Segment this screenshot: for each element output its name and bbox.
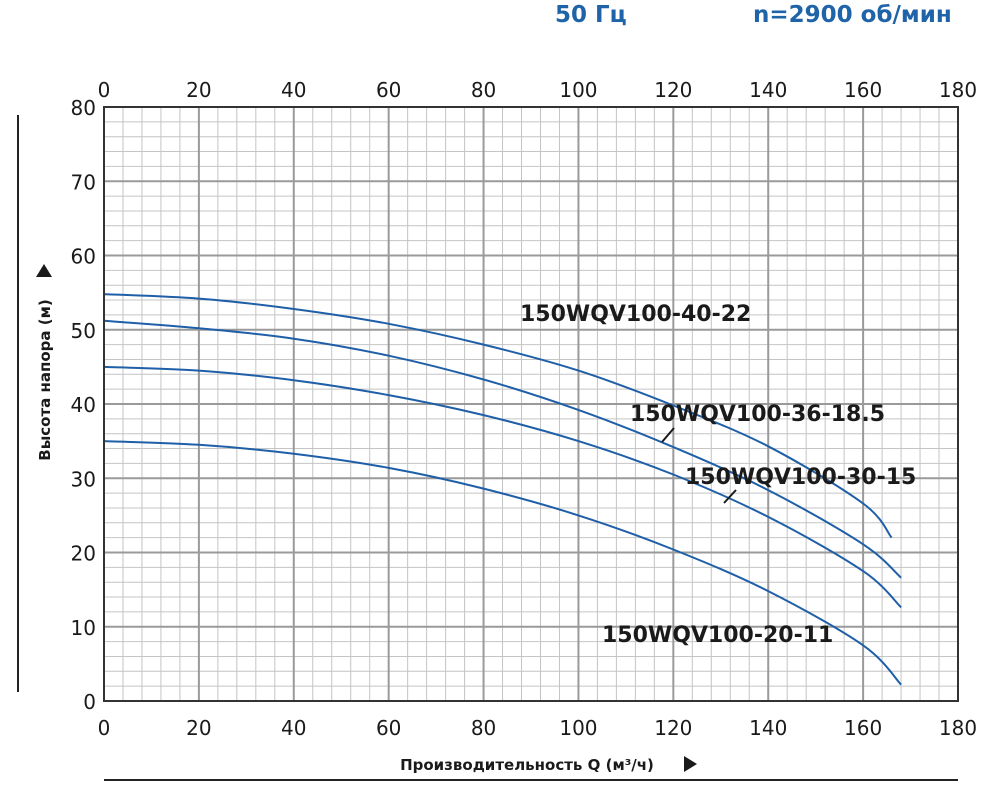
- curve-150wqv100-40-22: [103, 293, 893, 539]
- curve-label: 150WQV100-36-18.5: [630, 402, 885, 427]
- y-tick-label: 10: [71, 616, 96, 640]
- y-tick-label: 0: [83, 690, 96, 714]
- x-tick-label-top: 20: [186, 78, 211, 102]
- y-axis-title: Высота напора (м): [36, 299, 54, 460]
- x-tick-label-top: 0: [98, 78, 111, 102]
- labels: 0020204040606080801001001201201401401601…: [36, 78, 977, 774]
- curve-label-leader: [661, 427, 675, 443]
- arrow-up-icon: [36, 264, 52, 277]
- arrow-right-icon: [684, 756, 697, 772]
- x-tick-label: 40: [281, 716, 306, 740]
- x-tick-label: 20: [186, 716, 211, 740]
- y-tick-label: 40: [71, 393, 96, 417]
- x-tick-label-top: 160: [844, 78, 882, 102]
- x-tick-label: 180: [939, 716, 977, 740]
- curve-label-leader: [723, 489, 737, 504]
- curve-label: 150WQV100-40-22: [520, 302, 751, 327]
- y-tick-label: 60: [71, 245, 96, 269]
- curve-label: 150WQV100-30-15: [685, 465, 916, 490]
- x-tick-label: 60: [376, 716, 401, 740]
- x-tick-label: 100: [559, 716, 597, 740]
- x-tick-label: 0: [98, 716, 111, 740]
- plot-frame: [103, 106, 959, 702]
- x-tick-label-top: 40: [281, 78, 306, 102]
- x-tick-label-top: 60: [376, 78, 401, 102]
- x-tick-label-top: 120: [654, 78, 692, 102]
- x-tick-label-top: 100: [559, 78, 597, 102]
- curves: [103, 293, 902, 686]
- x-tick-label: 160: [844, 716, 882, 740]
- y-tick-label: 20: [71, 542, 96, 566]
- x-tick-label: 140: [749, 716, 787, 740]
- x-tick-label: 120: [654, 716, 692, 740]
- x-tick-label-top: 140: [749, 78, 787, 102]
- frequency-label: 50 Гц: [555, 2, 627, 28]
- x-axis-title: Производительность Q (м³/ч): [400, 756, 654, 774]
- curve-150wqv100-36-18-5: [103, 319, 902, 579]
- y-tick-label: 70: [71, 170, 96, 194]
- x-tick-label: 80: [471, 716, 496, 740]
- x-tick-label-top: 80: [471, 78, 496, 102]
- y-tick-label: 80: [71, 96, 96, 120]
- curve-150wqv100-30-15: [103, 365, 902, 609]
- speed-label: n=2900 об/мин: [753, 2, 952, 28]
- curve-label: 150WQV100-20-11: [602, 623, 833, 648]
- curve-150wqv100-20-11: [103, 440, 902, 686]
- x-tick-label-top: 180: [939, 78, 977, 102]
- y-tick-label: 50: [71, 319, 96, 343]
- y-tick-label: 30: [71, 467, 96, 491]
- axes: [17, 106, 959, 781]
